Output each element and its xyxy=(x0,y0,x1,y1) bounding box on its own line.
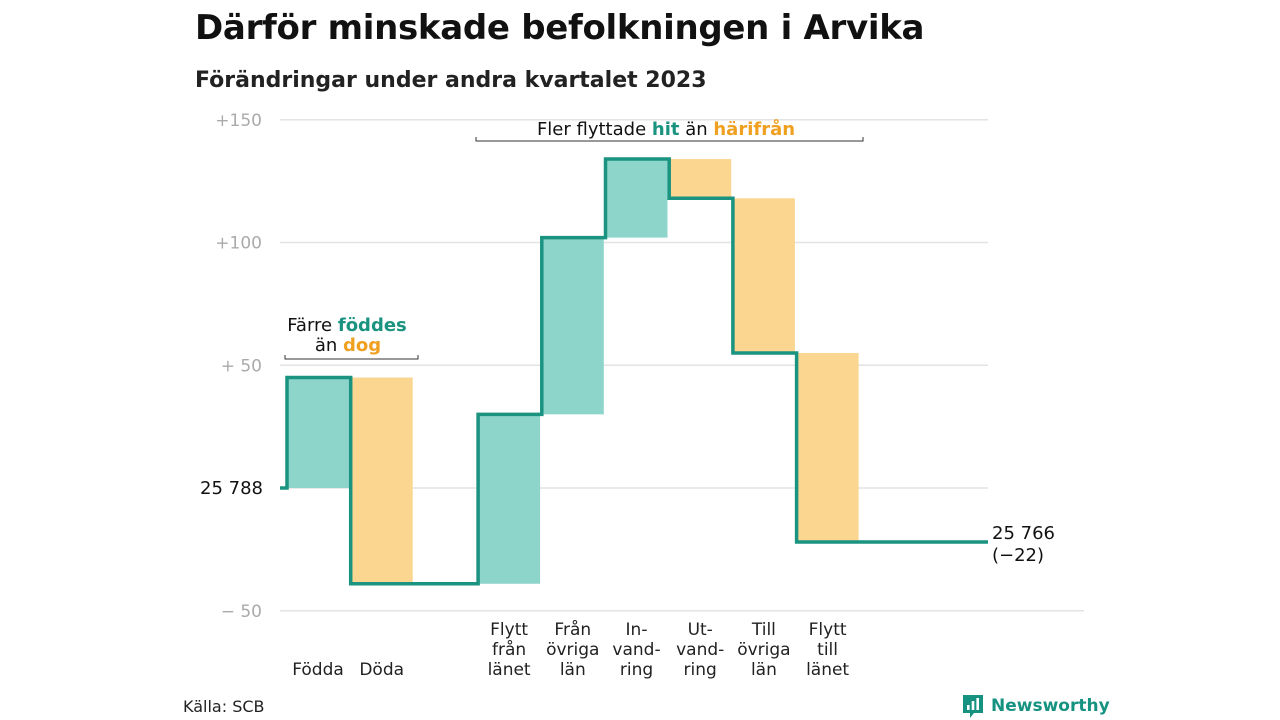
waterfall-bar xyxy=(605,159,668,238)
end-value-label: 25 766 xyxy=(992,523,1055,544)
y-tick-label: +100 xyxy=(215,234,262,254)
annotation-bracket xyxy=(475,137,864,142)
source-note: Källa: SCB xyxy=(183,697,265,716)
y-tick-label: + 50 xyxy=(221,356,262,376)
x-category-label: vand- xyxy=(676,640,724,660)
x-category-label: län xyxy=(751,660,777,680)
annotation-teal-span: hit xyxy=(652,119,680,140)
x-category-label: Födda xyxy=(292,660,344,680)
x-category-label: Flytt xyxy=(809,620,847,640)
running-total-line xyxy=(280,157,988,586)
brand-logo: Newsworthy xyxy=(961,693,1110,719)
end-change-label: (−22) xyxy=(992,545,1044,566)
waterfall-bar xyxy=(732,198,795,353)
annotation-text: än dog xyxy=(315,335,381,356)
annotation-bracket xyxy=(284,355,419,360)
x-category-label: länet xyxy=(806,660,849,680)
waterfall-bar xyxy=(796,352,859,543)
x-category-label: Ut- xyxy=(688,620,713,640)
x-category-label: vand- xyxy=(612,640,660,660)
annotation-plain-span: Fler flyttade xyxy=(537,119,652,140)
x-category-label: Från xyxy=(554,619,591,640)
waterfall-bar xyxy=(350,377,413,584)
annotation-plain-span: Färre xyxy=(287,315,338,336)
annotation-plain-span: än xyxy=(679,119,713,140)
chart-subtitle: Förändringar under andra kvartalet 2023 xyxy=(195,68,707,93)
annotation-orange-span: dog xyxy=(343,335,381,356)
x-category-label: Flytt xyxy=(490,620,528,640)
x-category-label: Döda xyxy=(359,660,404,680)
waterfall-bar xyxy=(669,159,732,199)
x-category-label: övriga xyxy=(737,640,790,660)
waterfall-bar xyxy=(287,377,349,488)
x-category-label: övriga xyxy=(546,640,599,660)
y-tick-label: +150 xyxy=(215,111,262,131)
x-category-label: länet xyxy=(488,660,531,680)
brand-name: Newsworthy xyxy=(991,696,1110,716)
x-category-label: In- xyxy=(626,620,648,640)
x-category-label: ring xyxy=(620,660,653,680)
annotation-orange-span: härifrån xyxy=(713,118,795,140)
x-category-label: till xyxy=(817,640,838,660)
annotation-teal-span: föddes xyxy=(338,315,407,336)
x-category-label: Till xyxy=(751,620,776,640)
annotation-text: Fler flyttade hit än härifrån xyxy=(537,118,795,140)
y-tick-label: − 50 xyxy=(221,602,262,622)
start-value-label: 25 788 xyxy=(200,478,263,499)
x-category-label: från xyxy=(492,639,526,660)
x-category-label: län xyxy=(560,660,586,680)
annotation-plain-span: än xyxy=(315,335,343,356)
waterfall-bar xyxy=(541,237,604,415)
newsworthy-logo-icon xyxy=(963,695,983,718)
x-category-label: ring xyxy=(684,660,717,680)
annotation-text: Färre föddes xyxy=(287,315,407,336)
waterfall-bar xyxy=(478,414,541,584)
chart-title: Därför minskade befolkningen i Arvika xyxy=(195,8,925,48)
